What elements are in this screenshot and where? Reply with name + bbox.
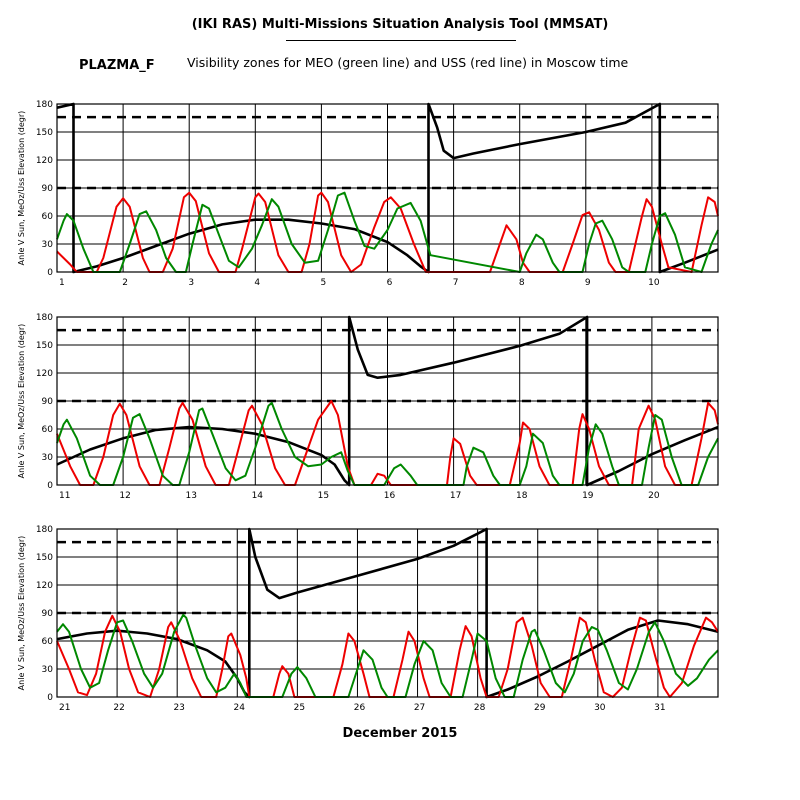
title-underline xyxy=(286,40,516,41)
y-tick-label: 0 xyxy=(47,693,53,703)
x-tick-label: 28 xyxy=(474,703,486,713)
plot-frame xyxy=(56,103,719,273)
x-tick-label: 5 xyxy=(321,278,327,288)
y-tick-label: 180 xyxy=(36,525,53,535)
x-tick-label: 9 xyxy=(585,278,591,288)
uss-elevation-line xyxy=(56,191,719,273)
x-tick-label: 12 xyxy=(119,491,130,501)
x-tick-label: 27 xyxy=(414,703,425,713)
y-tick-label: 120 xyxy=(36,581,53,591)
y-tick-label: 120 xyxy=(36,156,53,166)
x-tick-label: 11 xyxy=(59,491,70,501)
plot-frame xyxy=(56,528,719,698)
y-tick-label: 150 xyxy=(36,341,53,351)
meo-elevation-line xyxy=(56,613,719,698)
x-tick-label: 22 xyxy=(113,703,124,713)
y-tick-label: 150 xyxy=(36,553,53,563)
month-label: December 2015 xyxy=(342,726,458,741)
x-tick-label: 29 xyxy=(534,703,546,713)
y-tick-label: 30 xyxy=(42,240,54,250)
y-axis-label: Anle V Sun, MeOz/Uss Elevation (degr) xyxy=(17,536,26,691)
y-tick-label: 180 xyxy=(36,100,53,110)
x-tick-label: 17 xyxy=(450,491,461,501)
x-tick-label: 15 xyxy=(318,491,329,501)
x-tick-label: 19 xyxy=(582,491,594,501)
x-tick-label: 23 xyxy=(173,703,184,713)
x-tick-label: 26 xyxy=(354,703,366,713)
y-tick-label: 0 xyxy=(47,481,53,491)
x-tick-label: 7 xyxy=(453,278,459,288)
y-tick-label: 0 xyxy=(47,268,53,278)
x-tick-label: 16 xyxy=(384,491,396,501)
plot-frame xyxy=(56,316,719,486)
x-tick-label: 25 xyxy=(294,703,305,713)
x-tick-label: 6 xyxy=(387,278,393,288)
x-tick-label: 31 xyxy=(654,703,665,713)
x-tick-label: 20 xyxy=(648,491,660,501)
y-tick-label: 120 xyxy=(36,369,53,379)
y-tick-label: 30 xyxy=(42,665,54,675)
y-tick-label: 90 xyxy=(42,397,54,407)
y-axis-label: Anle V Sun, MeOz/Uss Elevation (degr) xyxy=(17,324,26,479)
y-axis-label: Anle V Sun, MeOz/Uss Elevation (degr) xyxy=(17,111,26,266)
page-title: (IKI RAS) Multi-Missions Situation Analy… xyxy=(191,17,609,32)
x-tick-label: 14 xyxy=(252,491,264,501)
x-tick-label: 24 xyxy=(234,703,246,713)
x-tick-label: 3 xyxy=(188,278,194,288)
sun-angle-line xyxy=(56,102,719,274)
y-tick-label: 60 xyxy=(42,212,54,222)
x-tick-label: 18 xyxy=(516,491,528,501)
x-tick-label: 21 xyxy=(59,703,70,713)
x-tick-label: 2 xyxy=(122,278,128,288)
y-tick-label: 180 xyxy=(36,313,53,323)
y-tick-label: 90 xyxy=(42,609,54,619)
x-tick-label: 10 xyxy=(648,278,660,288)
x-tick-label: 1 xyxy=(59,278,65,288)
y-tick-label: 150 xyxy=(36,128,53,138)
object-name: PLAZMA_F xyxy=(79,58,155,73)
y-tick-label: 30 xyxy=(42,453,54,463)
chart-subtitle: Visibility zones for MEO (green line) an… xyxy=(187,55,629,70)
y-tick-label: 60 xyxy=(42,425,54,435)
meo-elevation-line xyxy=(56,191,719,273)
y-tick-label: 90 xyxy=(42,184,54,194)
x-tick-label: 4 xyxy=(254,278,260,288)
x-tick-label: 8 xyxy=(519,278,525,288)
x-tick-label: 30 xyxy=(594,703,606,713)
y-tick-label: 60 xyxy=(42,637,54,647)
x-tick-label: 13 xyxy=(185,491,196,501)
